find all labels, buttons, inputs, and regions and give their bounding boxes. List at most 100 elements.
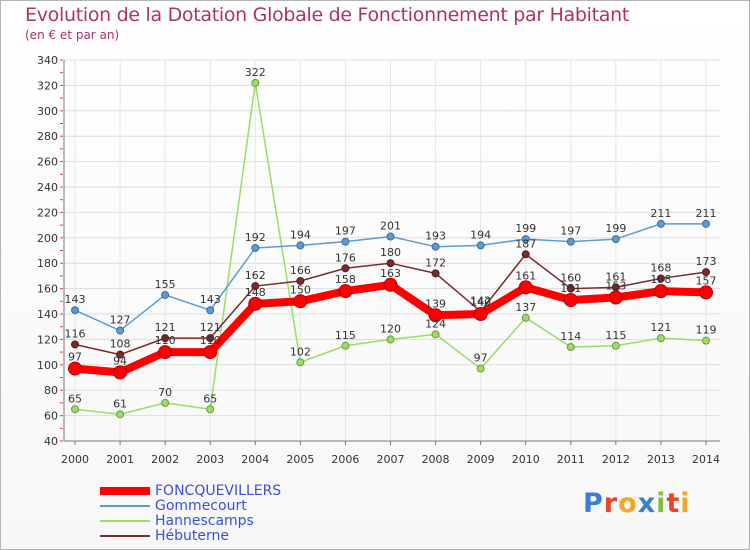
data-point <box>113 365 128 380</box>
data-point <box>566 343 575 352</box>
legend-label: Gommecourt <box>155 498 247 514</box>
data-point <box>116 326 125 335</box>
data-label: 115 <box>605 329 626 342</box>
data-label: 143 <box>65 293 86 306</box>
data-label: 121 <box>155 321 176 334</box>
x-tick-label: 2005 <box>286 453 314 466</box>
data-label: 211 <box>696 207 717 220</box>
y-tick-label: 200 <box>37 232 58 245</box>
data-point <box>656 219 665 228</box>
data-point <box>656 334 665 343</box>
x-tick-label: 2000 <box>61 453 89 466</box>
x-tick-label: 2004 <box>241 453 269 466</box>
chart-subtitle: (en € et par an) <box>25 28 120 42</box>
data-label: 199 <box>515 222 536 235</box>
data-label: 187 <box>515 237 536 250</box>
data-label: 137 <box>515 301 536 314</box>
x-tick-label: 2013 <box>647 453 675 466</box>
data-point <box>563 293 578 308</box>
data-point <box>296 276 305 285</box>
x-tick-label: 2011 <box>557 453 585 466</box>
x-tick-label: 2008 <box>422 453 450 466</box>
data-label: 176 <box>335 251 356 264</box>
y-tick-label: 40 <box>44 435 58 448</box>
data-label: 65 <box>203 392 217 405</box>
data-label: 142 <box>470 294 491 307</box>
y-tick-label: 120 <box>37 333 58 346</box>
data-point <box>611 341 620 350</box>
legend-swatch <box>100 505 150 507</box>
data-label: 173 <box>696 255 717 268</box>
legend-label: Hébuterne <box>155 528 229 544</box>
data-label: 148 <box>245 286 266 299</box>
legend-swatch <box>100 535 150 537</box>
logo-letter: x <box>637 488 657 519</box>
data-point <box>341 264 350 273</box>
data-label: 65 <box>68 392 82 405</box>
data-label: 97 <box>474 352 488 365</box>
data-point <box>611 235 620 244</box>
legend-item: Hébuterne <box>100 529 360 544</box>
data-label: 94 <box>113 354 127 367</box>
data-point <box>702 336 710 345</box>
data-point <box>68 361 82 376</box>
x-tick-label: 2010 <box>512 453 540 466</box>
data-label: 158 <box>335 273 356 286</box>
data-point <box>656 274 665 283</box>
data-point <box>161 334 170 343</box>
data-point <box>431 330 440 339</box>
data-point <box>71 340 79 349</box>
data-label: 151 <box>560 282 581 295</box>
x-tick-label: 2007 <box>377 453 405 466</box>
data-label: 116 <box>65 327 86 340</box>
data-point <box>206 306 215 315</box>
data-label: 211 <box>650 207 671 220</box>
data-label: 121 <box>650 321 671 334</box>
x-tick-label: 2006 <box>331 453 359 466</box>
data-label: 322 <box>245 66 266 79</box>
data-label: 172 <box>425 256 446 269</box>
data-label: 153 <box>605 279 626 292</box>
data-label: 161 <box>605 270 626 283</box>
data-point <box>476 241 485 250</box>
series-foncquevillers <box>68 277 713 380</box>
data-label: 155 <box>155 278 176 291</box>
data-label: 102 <box>290 345 311 358</box>
data-label: 162 <box>245 269 266 282</box>
series-gommecourt <box>71 219 710 335</box>
chart-title: Evolution de la Dotation Globale de Fonc… <box>25 4 630 26</box>
proxiti-logo: Proxiti <box>583 488 691 519</box>
data-label: 194 <box>470 228 491 241</box>
y-tick-label: 100 <box>37 359 58 372</box>
data-label: 157 <box>696 274 717 287</box>
legend-item: FONCQUEVILLERS <box>100 484 360 499</box>
data-point <box>341 237 350 246</box>
y-tick-label: 220 <box>37 206 58 219</box>
data-label: 158 <box>650 273 671 286</box>
data-point <box>608 290 623 305</box>
legend-swatch <box>100 520 150 522</box>
data-label: 110 <box>155 334 176 347</box>
data-point <box>653 284 668 299</box>
data-point <box>71 405 79 414</box>
x-tick-label: 2014 <box>692 453 720 466</box>
data-point <box>521 235 530 244</box>
data-label: 124 <box>425 317 446 330</box>
data-point <box>161 398 170 407</box>
logo-letter: P <box>583 488 604 519</box>
data-point <box>338 284 353 299</box>
data-point <box>386 335 395 344</box>
legend-label: Hannescamps <box>155 513 254 529</box>
data-label: 140 <box>470 296 491 309</box>
data-point <box>566 237 575 246</box>
series-hannescamps <box>71 78 710 419</box>
legend-label: FONCQUEVILLERS <box>155 483 282 499</box>
series-hébuterne <box>71 250 710 359</box>
legend-swatch <box>100 487 150 495</box>
data-label: 168 <box>650 261 671 274</box>
logo-letter: i <box>656 488 667 519</box>
logo-letter: t <box>666 488 681 519</box>
x-tick-label: 2002 <box>151 453 179 466</box>
y-tick-label: 280 <box>37 130 58 143</box>
